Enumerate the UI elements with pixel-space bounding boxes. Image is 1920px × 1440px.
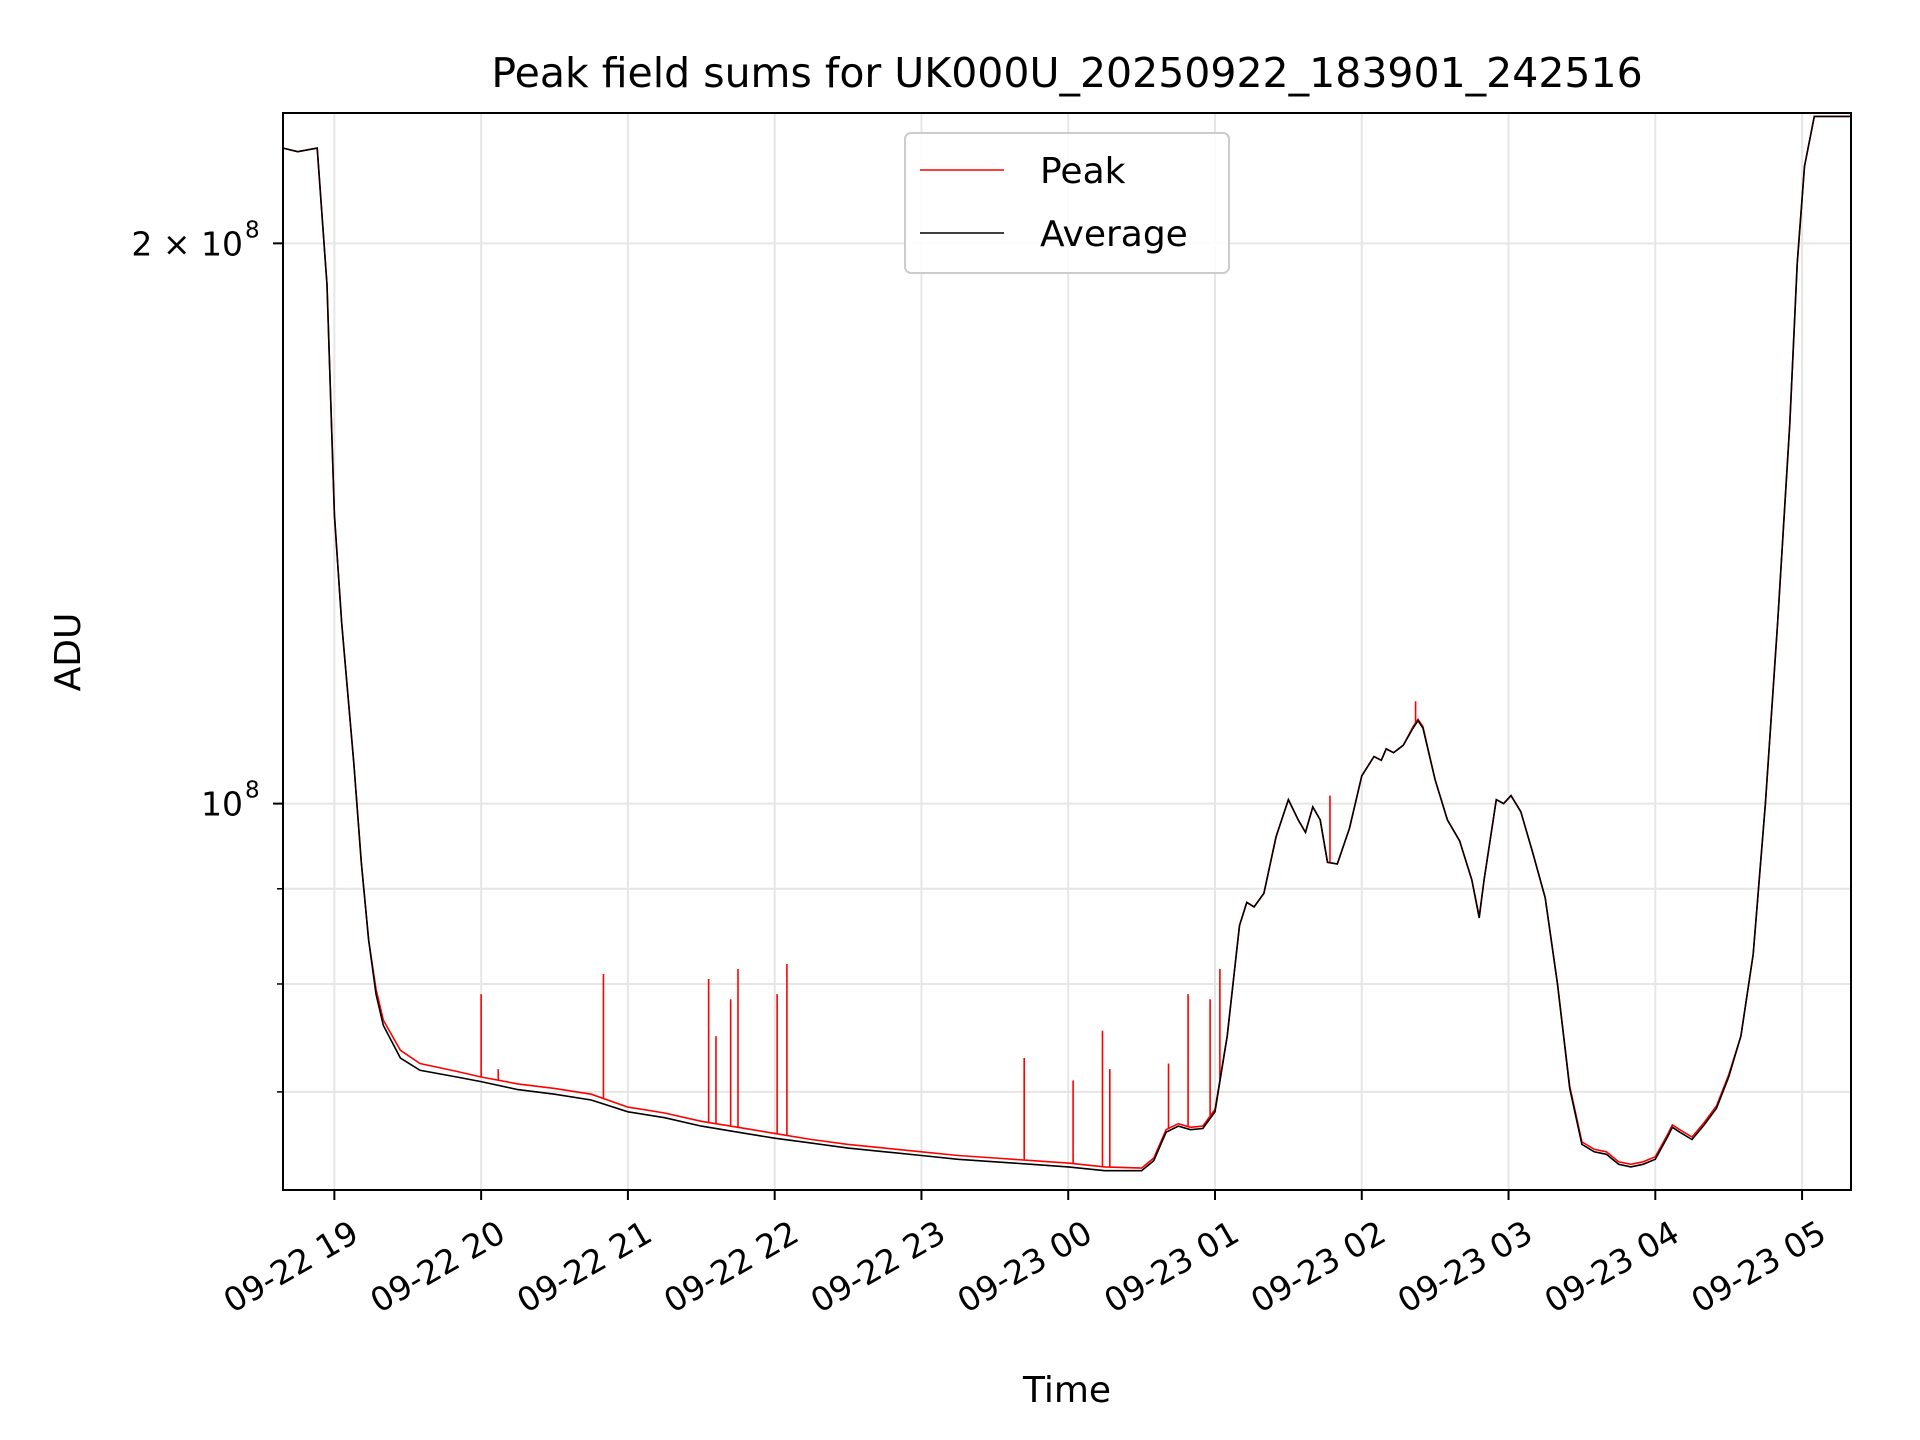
series-layer [283,115,1851,1172]
chart-title: Peak field sums for UK000U_20250922_1839… [491,49,1642,97]
plot-area-frame [282,112,1852,1191]
y-tick-label: 10 [201,785,243,824]
grid [283,113,1851,1190]
y-tick-label: 2 × 10 [131,224,243,263]
legend-label-average: Average [1040,214,1188,255]
x-axis-label: Time [1022,1370,1111,1411]
y-axis-label: ADU [48,613,89,692]
y-tick-label-exponent: 8 [245,217,260,243]
y-tick-label-exponent: 8 [245,778,260,804]
legend-box [904,132,1230,274]
legend: Peak Average [904,132,1230,274]
series-line-average [283,115,1851,1172]
legend-label-peak: Peak [1040,151,1126,192]
y-axis: 10 82 × 10 8 [131,217,283,1093]
